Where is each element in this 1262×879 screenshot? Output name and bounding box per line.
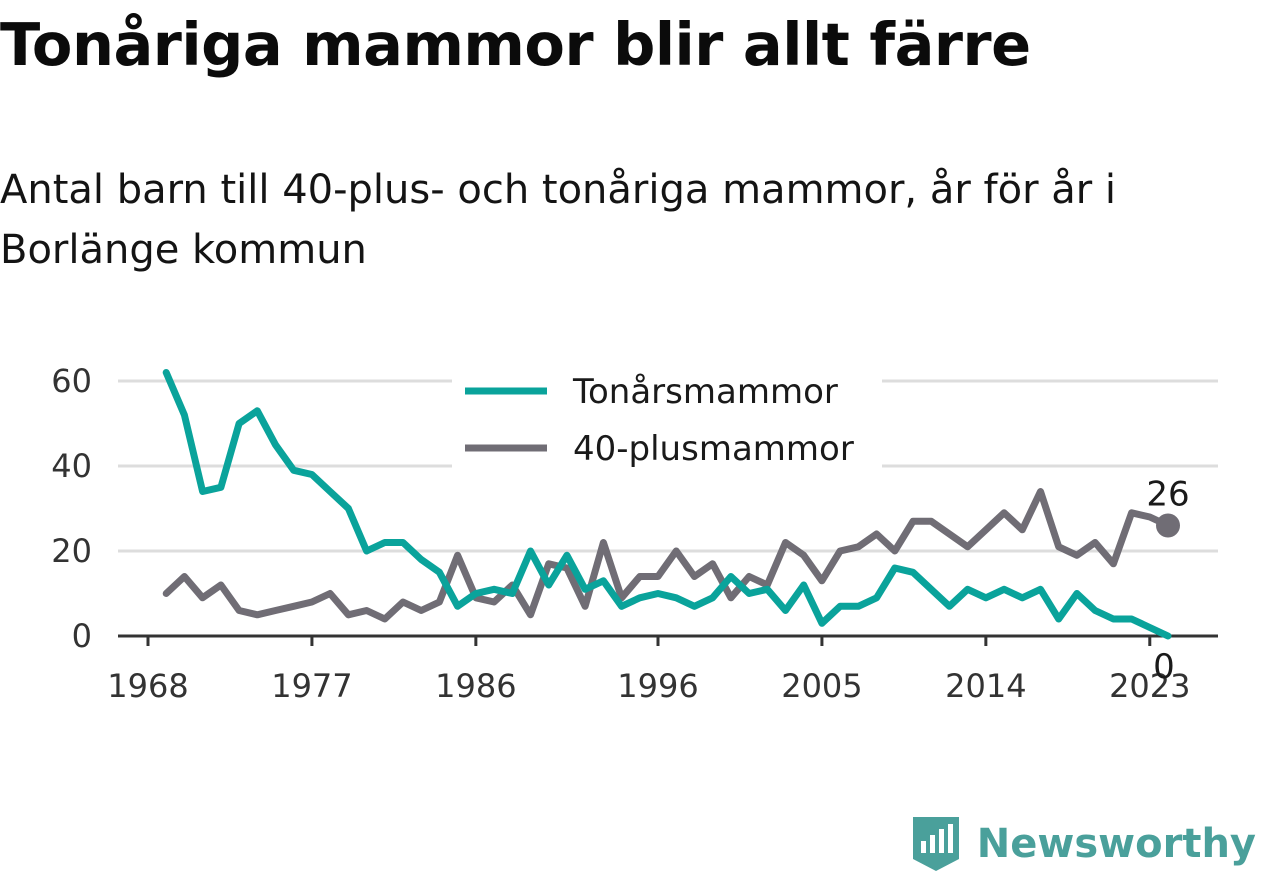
y-tick-label: 0 — [72, 617, 92, 655]
y-tick-label: 20 — [51, 532, 92, 570]
x-tick-label: 2005 — [781, 667, 862, 705]
end-labels: 26 0 — [1146, 475, 1189, 688]
series-line-plus40 — [162, 488, 1172, 623]
line-chart: 0 20 40 60 1968 1977 1986 1996 2005 2014 2023 Ton… — [51, 362, 1218, 705]
legend-label-plus40: 40-plusmammor — [573, 429, 854, 469]
chart-subtitle: Antal barn till 40-plus- och tonåriga ma… — [0, 167, 1117, 273]
brand-logo: Newsworthy — [911, 815, 1256, 873]
x-tick-label: 2014 — [945, 667, 1026, 705]
y-tick-label: 40 — [51, 447, 92, 485]
end-label-plus40: 26 — [1146, 475, 1189, 515]
y-tick-label: 60 — [51, 362, 92, 400]
newsworthy-logo-icon — [912, 817, 959, 871]
x-tick-label: 1986 — [435, 667, 516, 705]
end-point-plus40 — [1156, 513, 1180, 538]
end-label-teen: 0 — [1153, 647, 1175, 687]
legend-label-teen: Tonårsmammor — [572, 372, 838, 412]
series-lines — [162, 369, 1172, 640]
legend-background — [452, 363, 882, 475]
x-tick-label: 2023 — [1109, 667, 1190, 705]
x-tick-label: 1977 — [271, 667, 352, 705]
x-axis-ticks: 1968 1977 1986 1996 2005 2014 2023 — [107, 636, 1191, 705]
x-tick-label: 1968 — [107, 667, 188, 705]
y-axis-ticks: 0 20 40 60 — [51, 362, 92, 655]
x-tick-label: 1996 — [617, 667, 698, 705]
chart-title: Tonåriga mammor blir allt färre — [0, 10, 1031, 79]
legend: Tonårsmammor 40-plusmammor — [452, 363, 882, 475]
series-line-teen — [162, 369, 1172, 640]
brand-name: Newsworthy — [976, 821, 1256, 867]
